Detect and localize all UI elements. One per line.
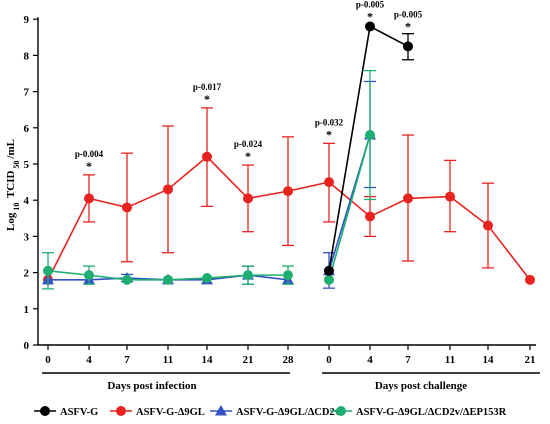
y-tick-label: 7: [24, 87, 30, 99]
data-point: [283, 270, 293, 281]
y-tick-label: 5: [24, 159, 30, 171]
y-tick-label: 8: [24, 50, 30, 62]
data-point: [324, 177, 334, 188]
p-value-label: p-0.005: [394, 9, 423, 19]
data-point: [122, 202, 132, 213]
x-tick-label: 4: [86, 354, 92, 366]
chart-series: [42, 21, 535, 290]
y-tick-label: 6: [24, 123, 30, 135]
significance-star: *: [204, 92, 210, 106]
data-point: [483, 220, 493, 231]
p-value-label: p-0.032: [315, 117, 344, 127]
chart-axes: 0 1 2 3 4 5 6 7 8 9 0 4 7 11 14 21 28 0 4 7 11 14 21 Log 10 TCI…: [5, 14, 540, 392]
data-point: [324, 274, 334, 285]
y-tick-label: 3: [24, 231, 30, 243]
legend-label: ASFV-G-Δ9GL: [136, 407, 205, 418]
data-point: [84, 193, 94, 204]
y-axis-label: Log 10 TCID 50 /mL: [5, 139, 21, 231]
x-tick-label: 0: [45, 354, 51, 366]
significance-star: *: [86, 159, 92, 173]
data-point: [283, 186, 293, 197]
x-segment-label-challenge: Days post challenge: [375, 380, 467, 392]
data-point: [43, 265, 53, 276]
significance-star: *: [405, 19, 411, 33]
legend-marker: [336, 406, 346, 416]
x-tick-label: 11: [445, 354, 455, 366]
x-segment-label-infection: Days post infection: [107, 380, 196, 392]
data-point: [365, 21, 375, 32]
legend-label: ASFV-G-Δ9GL/ΔCD2v: [236, 407, 341, 418]
legend-item: ASFV-G-Δ9GL/ΔCD2v/ΔEP153R: [330, 406, 507, 418]
legend-item: ASFV-G-Δ9GL/ΔCD2v: [210, 405, 341, 418]
p-value-label: p-0.004: [75, 149, 104, 159]
series-3: [324, 21, 414, 276]
series-line: [328, 134, 371, 281]
x-tick-label: 0: [326, 354, 332, 366]
legend-item: ASFV-G-Δ9GL: [110, 406, 205, 418]
data-point: [324, 265, 334, 276]
significance-star: *: [326, 127, 332, 141]
p-value-label: p-0.017: [193, 82, 222, 92]
legend-item: ASFV-G: [34, 406, 98, 418]
data-point: [202, 273, 212, 284]
data-point: [243, 193, 253, 204]
x-tick-label: 21: [525, 354, 536, 366]
data-point: [163, 274, 173, 285]
data-point: [403, 193, 413, 204]
x-tick-label: 7: [405, 354, 411, 366]
x-tick-label: 28: [283, 354, 295, 366]
significance-star: *: [367, 9, 373, 23]
data-point: [84, 270, 94, 281]
data-point: [525, 274, 535, 285]
x-tick-label: 14: [202, 354, 214, 366]
x-tick-label: 11: [163, 354, 173, 366]
y-tick-label: 2: [24, 268, 30, 280]
x-tick-label: 7: [124, 354, 130, 366]
y-tick-label: 0: [24, 340, 30, 352]
legend-marker: [116, 406, 126, 416]
x-tick-label: 21: [243, 354, 254, 366]
data-point: [163, 184, 173, 195]
legend-label: ASFV-G: [60, 407, 98, 418]
data-point: [403, 41, 413, 52]
y-tick-label: 1: [24, 304, 30, 316]
chart-annotations: p-0.004*p-0.017*p-0.024*p-0.032*p-0.005*…: [75, 0, 423, 173]
legend-label: ASFV-G-Δ9GL/ΔCD2v/ΔEP153R: [356, 407, 507, 418]
legend-marker: [215, 405, 227, 416]
data-point: [365, 130, 375, 141]
x-tick-label: 14: [483, 354, 495, 366]
y-tick-label: 4: [24, 195, 30, 207]
p-value-label: p-0.024: [234, 139, 263, 149]
p-value-label: p-0.005: [356, 0, 385, 9]
chart-legend: ASFV-G ASFV-G-Δ9GL ASFV-G-Δ9GL/ΔCD2v ASFV-G…: [34, 405, 507, 418]
y-tick-label: 9: [24, 14, 30, 26]
data-point: [122, 274, 132, 285]
data-point: [243, 270, 253, 281]
series-line: [47, 155, 531, 281]
series-2: [42, 69, 376, 290]
data-point: [202, 151, 212, 162]
data-point: [365, 211, 375, 222]
significance-star: *: [245, 149, 251, 163]
series-0: [43, 107, 535, 285]
data-point: [445, 191, 455, 202]
x-tick-label: 4: [367, 354, 373, 366]
legend-marker: [40, 406, 50, 416]
